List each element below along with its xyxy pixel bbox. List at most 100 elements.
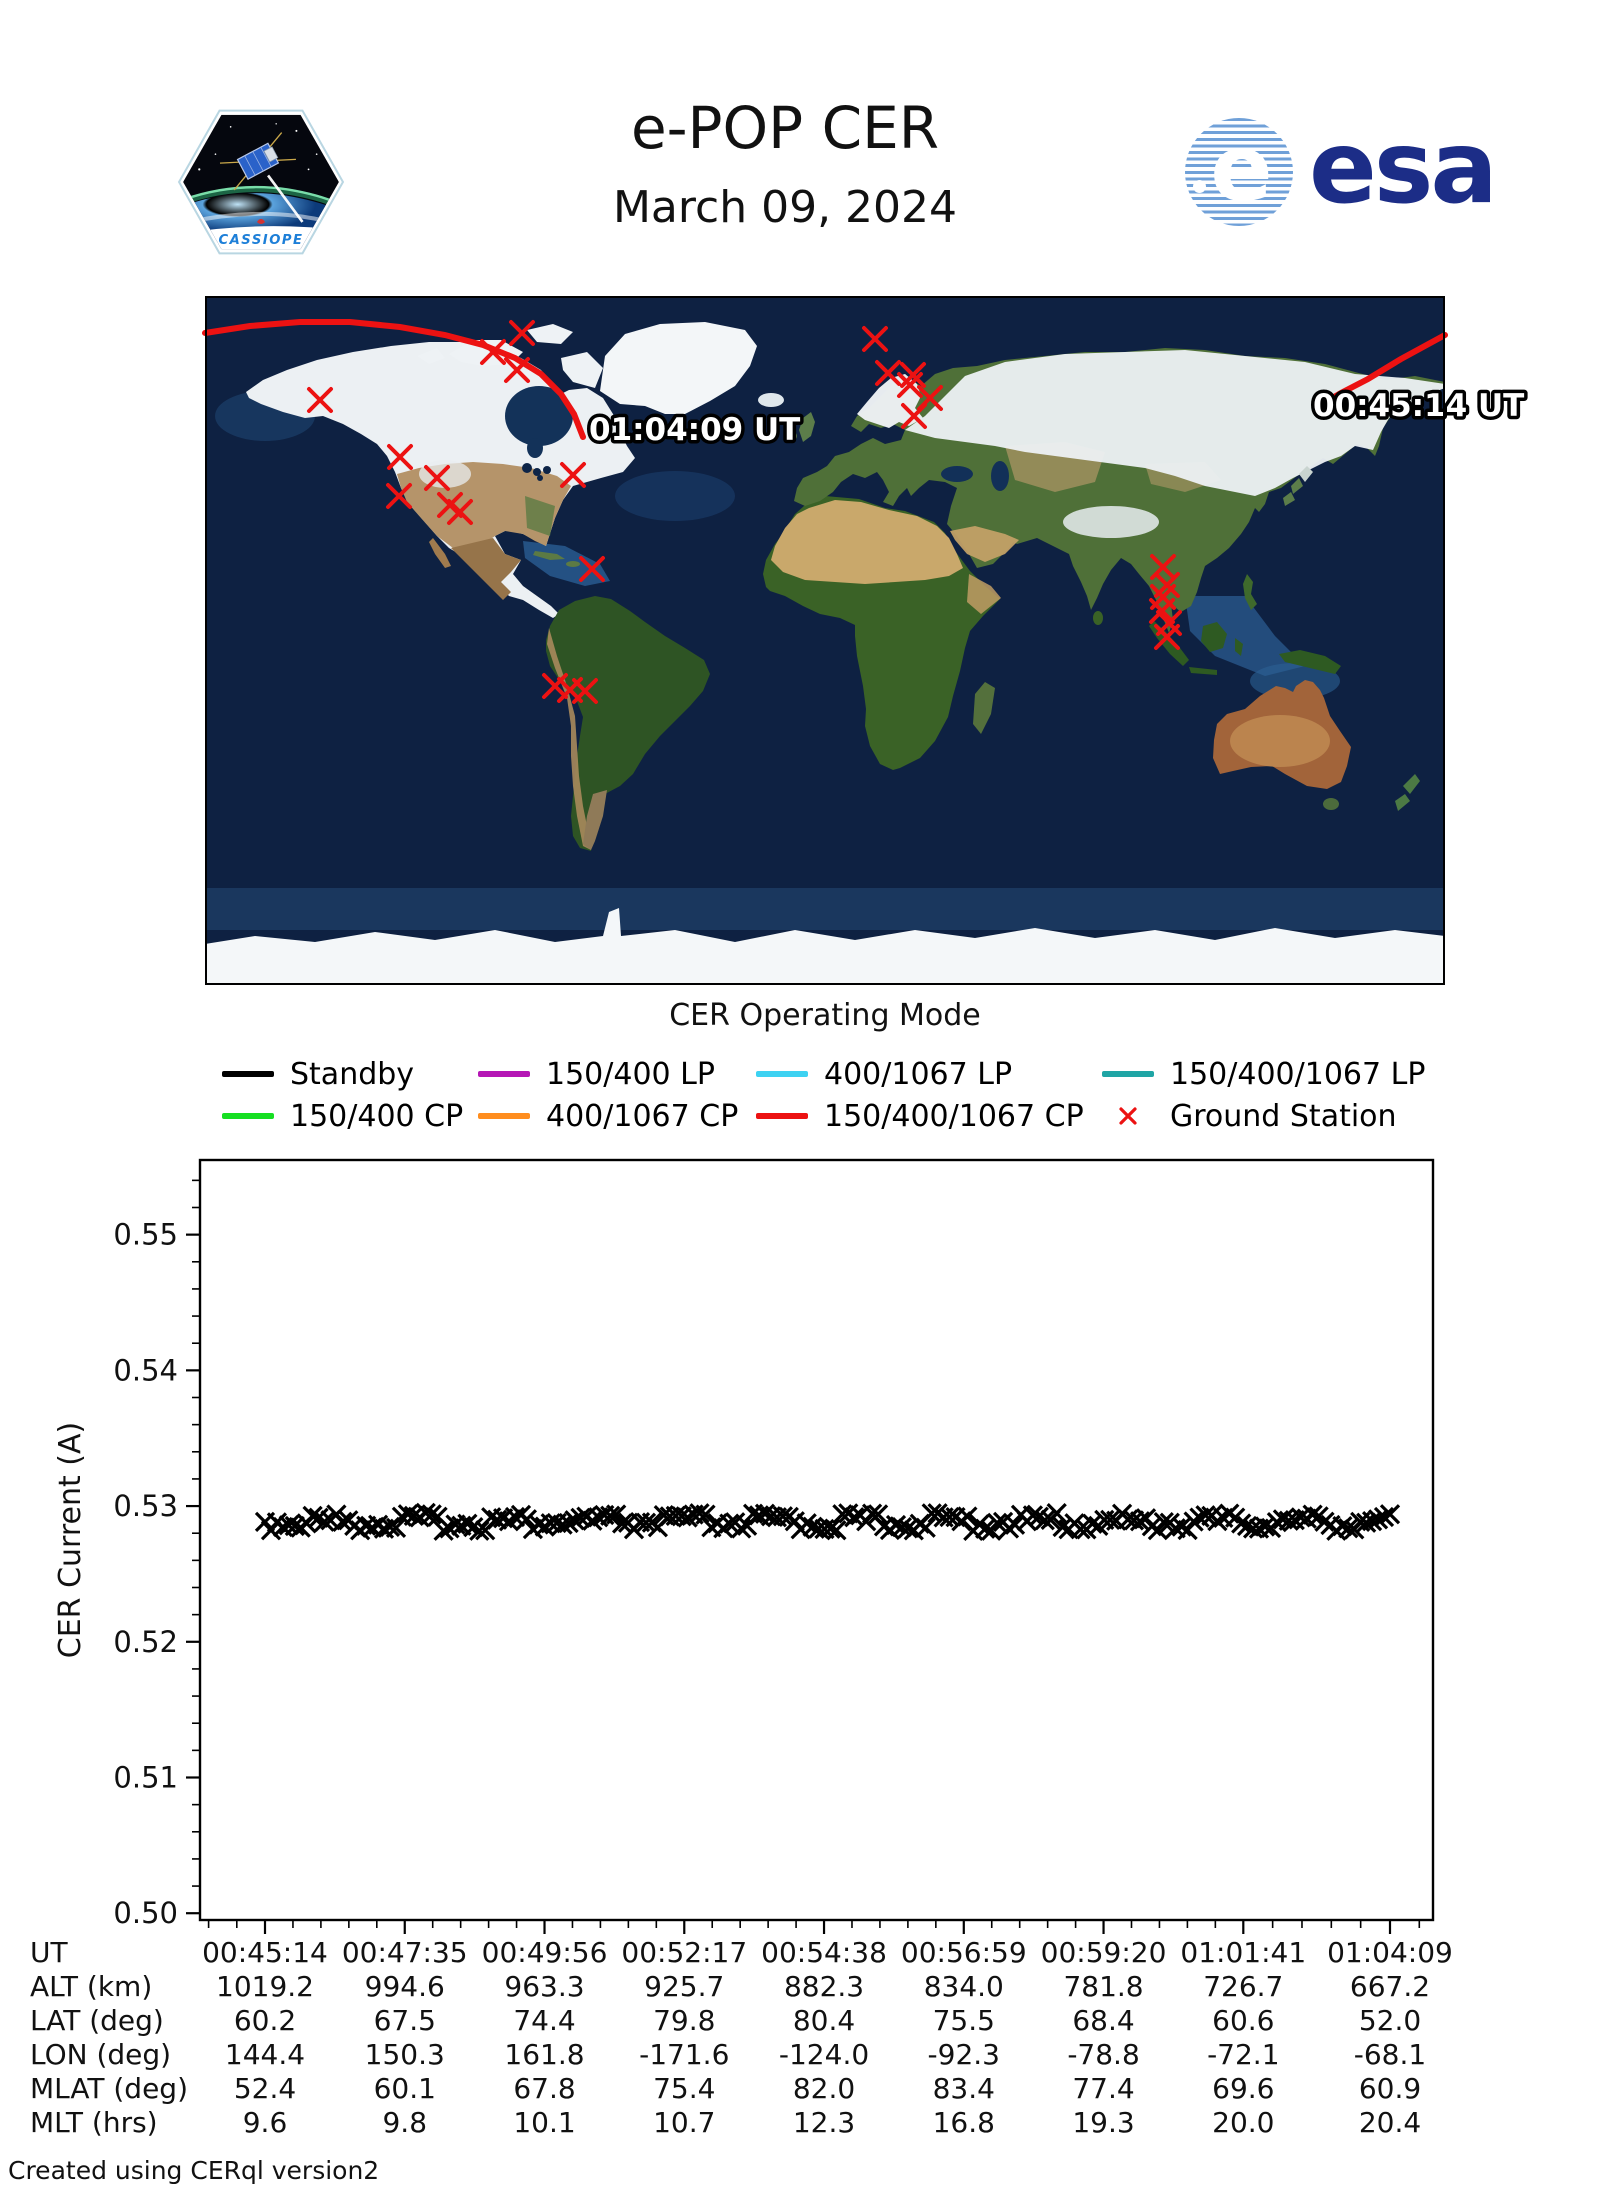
table-cell: 01:01:41 (1180, 1936, 1306, 1969)
legend-item-150-400-1067-lp: 150/400/1067 LP (1102, 1056, 1425, 1092)
map-border (205, 296, 1445, 985)
table-cell: 00:49:56 (482, 1936, 608, 1969)
ground-station-marker (509, 320, 535, 346)
y-tick-label: 0.53 (113, 1489, 178, 1523)
ground-station-marker (504, 357, 530, 383)
table-cell: -124.0 (779, 2038, 869, 2071)
table-cell: 01:04:09 (1327, 1936, 1453, 1969)
table-cell: 161.8 (504, 2038, 584, 2071)
table-cell: 19.3 (1072, 2106, 1134, 2139)
legend-line-swatch (756, 1071, 808, 1077)
table-cell: 77.4 (1072, 2072, 1134, 2105)
y-axis-label: CER Current (A) (53, 1422, 88, 1658)
y-tick-label: 0.52 (113, 1625, 178, 1659)
table-cell: 60.9 (1359, 2072, 1421, 2105)
table-cell: 83.4 (933, 2072, 995, 2105)
table-cell: 925.7 (644, 1970, 724, 2003)
table-cell: 52.4 (234, 2072, 296, 2105)
table-cell: 00:54:38 (761, 1936, 887, 1969)
y-tick-label: 0.51 (113, 1761, 178, 1795)
ground-station-marker (875, 360, 901, 386)
table-cell: 963.3 (504, 1970, 584, 2003)
cassiope-patch: CASSIOPE (177, 109, 345, 255)
track-start-time-label: 00:45:14 UT (1313, 388, 1524, 424)
table-cell: 882.3 (784, 1970, 864, 2003)
ground-track-start-segment (1314, 332, 1448, 410)
table-cell: 994.6 (365, 1970, 445, 2003)
table-cell: 667.2 (1350, 1970, 1430, 2003)
legend-item-150-400-lp: 150/400 LP (478, 1056, 715, 1092)
table-cell: 1019.2 (216, 1970, 314, 2003)
patch-satellite (219, 132, 296, 191)
legend-item-150-400-1067-cp: 150/400/1067 CP (756, 1098, 1084, 1134)
table-cell: 9.6 (243, 2106, 288, 2139)
table-cell: 834.0 (924, 1970, 1004, 2003)
table-cell: 00:45:14 (202, 1936, 328, 1969)
table-cell: 9.8 (382, 2106, 427, 2139)
patch-logo-mark (256, 218, 266, 224)
ground-station-marker (386, 483, 412, 509)
map-svg: 00:45:14 UT 01:04:09 UT (202, 296, 1528, 985)
legend-line-swatch (478, 1071, 530, 1077)
patch-aurora (183, 186, 339, 209)
y-tick-label: 0.55 (113, 1218, 178, 1252)
ground-station-marker (387, 444, 413, 470)
table-cell: -78.8 (1067, 2038, 1139, 2071)
legend-line-swatch (222, 1071, 274, 1077)
map-base (205, 296, 1445, 985)
legend-item-ground-station: Ground Station (1102, 1098, 1397, 1134)
table-cell: 726.7 (1203, 1970, 1283, 2003)
table-row-label: MLAT (deg) (30, 2072, 188, 2105)
table-cell: 67.8 (513, 2072, 575, 2105)
y-tick-label: 0.50 (113, 1896, 178, 1930)
ground-station-marker (572, 678, 598, 704)
table-cell: -68.1 (1354, 2038, 1426, 2071)
table-cell: 69.6 (1212, 2072, 1274, 2105)
page-date: March 09, 2024 (612, 182, 958, 233)
table-cell: 781.8 (1063, 1970, 1143, 2003)
legend-label: 150/400/1067 CP (824, 1098, 1084, 1134)
table-cell: 79.8 (653, 2004, 715, 2037)
legend-line-swatch (1102, 1071, 1154, 1077)
legend-item-150-400-cp: 150/400 CP (222, 1098, 463, 1134)
y-tick-label: 0.54 (113, 1353, 178, 1387)
legend-line-swatch (478, 1113, 530, 1119)
esa-letter: e (1210, 118, 1273, 222)
table-cell: 144.4 (225, 2038, 305, 2071)
plot-border (198, 1158, 1435, 1922)
table-cell: 00:52:17 (621, 1936, 747, 1969)
legend-label: 400/1067 LP (824, 1056, 1013, 1092)
table-cell: -92.3 (928, 2038, 1000, 2071)
map-annotations: 00:45:14 UT 01:04:09 UT (202, 319, 1528, 704)
legend-item-400-1067-cp: 400/1067 CP (478, 1098, 738, 1134)
table-cell: 67.5 (374, 2004, 436, 2037)
esa-wordmark: esa (1309, 109, 1498, 226)
table-cell: 150.3 (365, 2038, 445, 2071)
table-cell: 60.2 (234, 2004, 296, 2037)
axes: 0.50 0.51 0.52 0.53 0.54 0.55 (113, 1179, 1421, 1934)
table-cell: 00:56:59 (901, 1936, 1027, 1969)
table-cell: 68.4 (1072, 2004, 1134, 2037)
table-cell: 00:47:35 (342, 1936, 468, 1969)
table-row-label: UT (30, 1936, 68, 1969)
patch-art: CASSIOPE (183, 114, 339, 250)
table-cell: 60.1 (374, 2072, 436, 2105)
table-row-label: MLT (hrs) (30, 2106, 158, 2139)
legend-x-marker-icon (1102, 1105, 1154, 1127)
table-cell: 80.4 (793, 2004, 855, 2037)
table-cell: 75.4 (653, 2072, 715, 2105)
ground-station-marker (542, 673, 568, 699)
table-cell: 52.0 (1359, 2004, 1421, 2037)
table-cell: -72.1 (1207, 2038, 1279, 2071)
table-row-label: LON (deg) (30, 2038, 171, 2071)
table-cell: 60.6 (1212, 2004, 1274, 2037)
cer-current-plot: 0.50 0.51 0.52 0.53 0.54 0.55 CER Current (A) U… (30, 1158, 1453, 2139)
ground-station-marker (897, 372, 923, 398)
table-cell: 75.5 (933, 2004, 995, 2037)
esa-globe-icon: e (1185, 118, 1293, 226)
ground-station-marker (480, 339, 506, 365)
ground-station-marker (560, 462, 586, 488)
table-cell: 10.1 (513, 2106, 575, 2139)
legend-label: 150/400/1067 LP (1170, 1056, 1426, 1092)
